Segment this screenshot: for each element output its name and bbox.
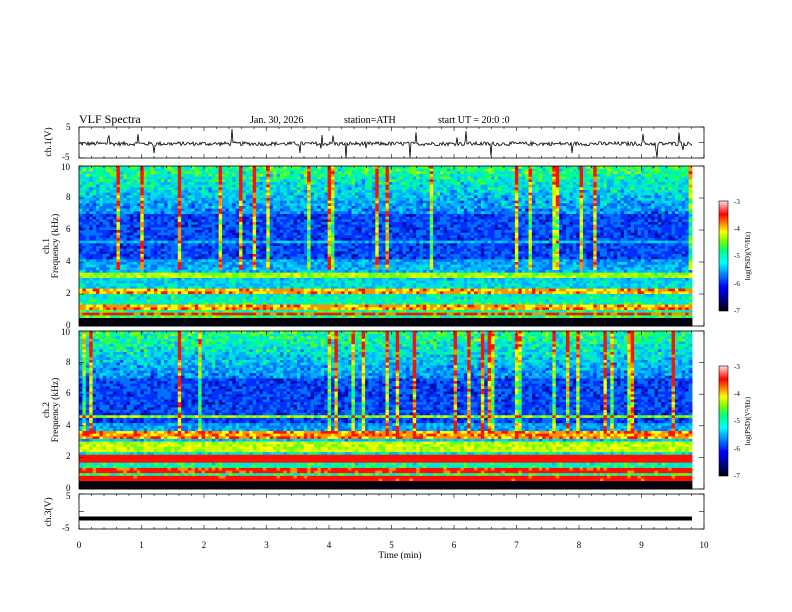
ch1-ytick-bottom: -5 [62,152,70,162]
ch1-spec-ylabel-channel: ch.1 [42,238,52,254]
ch2-spectrogram-panel: 0 2 4 6 8 10 ch.2 Frequency (kHz) [42,327,705,493]
ch2-cb-tick-m7: -7 [734,472,740,480]
ch1-spectrogram-heatmap [79,166,693,327]
xtick-label-7: 7 [514,540,519,550]
ch2-spec-ytick-6: 6 [66,388,71,398]
xtick-label-2: 2 [202,540,207,550]
xtick-label-0: 0 [77,540,82,550]
ch1-spec-axis-ticks [78,165,705,327]
ch1-cb-label: log(PSD)(V²/Hz) [744,231,752,280]
ch1-spec-ytick-2: 2 [66,288,71,298]
ch1-axis-ticks [78,126,705,159]
xtick-label-4: 4 [327,540,332,550]
ch1-spec-ytick-4: 4 [66,256,71,266]
xtick-label-9: 9 [639,540,644,550]
xtick-label-3: 3 [264,540,269,550]
ch2-spec-axis-ticks [78,330,705,490]
ch1-cb-tick-m3: -3 [734,198,740,206]
ch2-spec-ylabel-channel: ch.2 [42,402,52,418]
ch2-spec-ytick-0: 0 [66,483,71,493]
start-time-label: start UT = 20:0 :0 [438,115,510,126]
ch1-spec-ytick-6: 6 [66,224,71,234]
ch1-ylabel: ch.1(V) [43,127,54,156]
ch3-ytick-bottom: -5 [62,523,70,533]
ch1-cb-tick-m5: -5 [734,252,740,260]
xtick-label-10: 10 [700,540,710,550]
ch1-cb-tick-m4: -4 [734,225,740,233]
ch1-waveform-panel: 5 -5 ch.1(V) [43,122,705,162]
time-axis-tick-labels: 0 1 2 3 4 5 6 7 8 9 10 [77,540,709,550]
xtick-label-8: 8 [577,540,582,550]
ch2-spectrogram-heatmap [79,331,693,490]
ch1-colorbar: -3 -4 -5 -6 -7 log(PSD)(V²/Hz) [718,198,752,315]
ch2-spec-ytick-4: 4 [66,420,71,430]
ch3-waveform-panel: 5 -5 ch.3(V) [43,491,705,533]
ch1-cb-tick-m6: -6 [734,280,740,288]
ch3-ytick-top: 5 [66,491,71,501]
ch1-spec-ytick-8: 8 [66,192,71,202]
ch1-spec-ytick-0: 0 [66,320,71,330]
ch2-cb-tick-m3: -3 [734,363,740,371]
ch2-cb-tick-m4: -4 [734,390,740,398]
ch1-spec-ytick-10: 10 [61,162,71,172]
station-label: station=ATH [344,115,396,126]
ch1-ytick-top: 5 [66,122,71,132]
ch2-colorbar: -3 -4 -5 -6 -7 log(PSD)(V²/Hz) [718,363,752,480]
ch2-cb-tick-m6: -6 [734,445,740,453]
time-axis-label: Time (min) [378,550,421,561]
xtick-label-1: 1 [139,540,144,550]
ch1-cb-tick-m7: -7 [734,307,740,315]
ch2-spec-ylabel-frequency: Frequency (kHz) [50,378,61,443]
xtick-label-6: 6 [452,540,457,550]
ch2-cb-tick-m5: -5 [734,417,740,425]
ch2-spec-ytick-2: 2 [66,451,71,461]
ch3-ylabel: ch.3(V) [43,497,54,526]
figure-title: VLF Spectra [79,112,141,126]
ch1-waveform-line [78,129,693,159]
ch1-spec-ylabel-frequency: Frequency (kHz) [50,214,61,279]
ch1-spectrogram-panel: 0 2 4 6 8 10 ch.1 Frequency (kHz) [42,162,705,330]
ch3-axis-ticks [78,493,705,530]
xtick-label-5: 5 [389,540,394,550]
ch2-cb-label: log(PSD)(V²/Hz) [744,396,752,445]
ch2-spec-ytick-10: 10 [61,327,71,337]
date-label: Jan. 30, 2026 [250,115,303,126]
ch2-spec-ytick-8: 8 [66,357,71,367]
